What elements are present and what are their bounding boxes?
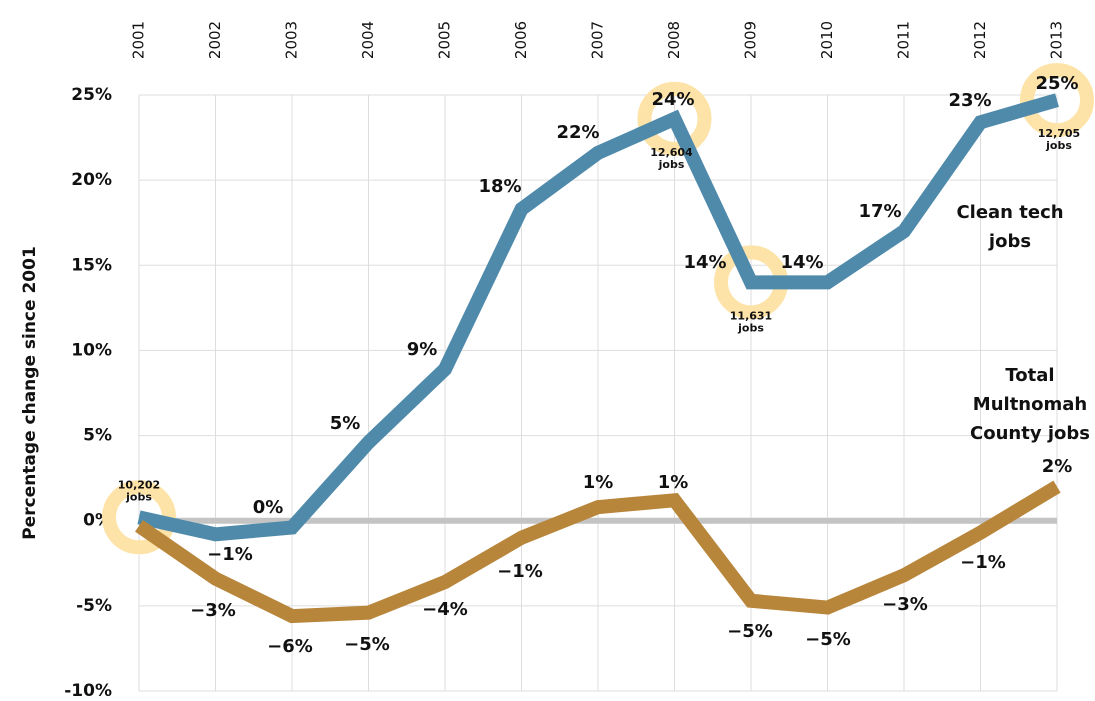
value-label: 18% — [478, 176, 521, 197]
value-label: −1% — [497, 561, 543, 582]
annotation: 10,202 — [118, 478, 160, 491]
value-label: −5% — [727, 621, 773, 642]
value-label: 23% — [948, 90, 991, 111]
highlight-circle — [1020, 63, 1094, 138]
value-label: 24% — [651, 89, 694, 110]
x-tick-label: 2008 — [665, 21, 683, 59]
value-label: −4% — [422, 599, 468, 620]
annotation: jobs — [1045, 139, 1072, 152]
annotation: 11,631 — [730, 309, 772, 322]
series-line — [137, 93, 1059, 542]
y-tick-label: 10% — [71, 340, 112, 360]
series-label: Clean tech — [956, 202, 1063, 223]
annotation: 12,705 — [1038, 127, 1080, 140]
value-label: 9% — [407, 339, 438, 360]
series-label: County jobs — [970, 423, 1090, 444]
series-label: jobs — [988, 231, 1031, 252]
value-label: 1% — [583, 472, 614, 493]
x-tick-label: 2013 — [1048, 21, 1066, 59]
value-label: 2% — [1042, 456, 1073, 477]
series-line — [135, 480, 1061, 624]
highlight-circle — [637, 81, 712, 156]
x-tick-label: 2009 — [742, 21, 760, 59]
value-label: −1% — [207, 544, 253, 565]
annotation: jobs — [658, 158, 685, 171]
annotation: jobs — [125, 490, 152, 503]
y-tick-label: 25% — [71, 85, 112, 105]
value-label: 14% — [683, 252, 726, 273]
y-tick-label: 20% — [71, 170, 112, 190]
x-tick-label: 2011 — [895, 21, 913, 59]
x-tick-label: 2007 — [589, 21, 607, 59]
x-tick-label: 2005 — [436, 21, 454, 59]
y-axis-label: Percentage change since 2001 — [20, 246, 40, 540]
x-tick-label: 2006 — [512, 21, 530, 59]
x-tick-label: 2004 — [359, 21, 377, 59]
value-label: 5% — [330, 413, 361, 434]
y-tick-label: -5% — [76, 596, 112, 616]
series-label: Multnomah — [973, 394, 1087, 415]
annotation: 12,604 — [650, 146, 693, 159]
value-label: 0% — [253, 497, 284, 518]
annotation: jobs — [737, 321, 764, 334]
x-tick-label: 2010 — [818, 21, 836, 59]
value-label: −3% — [882, 594, 928, 615]
value-label: 22% — [556, 122, 599, 143]
value-label: −5% — [344, 634, 390, 655]
x-tick-label: 2001 — [130, 21, 148, 59]
value-label: −1% — [960, 552, 1006, 573]
value-label: −6% — [267, 636, 313, 657]
x-tick-label: 2002 — [206, 21, 224, 59]
value-label: −5% — [805, 629, 851, 650]
y-tick-label: -10% — [64, 681, 112, 701]
value-label: 17% — [858, 201, 901, 222]
value-label: 25% — [1035, 73, 1078, 94]
x-tick-label: 2012 — [971, 21, 989, 59]
y-tick-label: 5% — [83, 426, 112, 446]
value-label: 1% — [658, 472, 689, 493]
y-tick-label: 15% — [71, 255, 112, 275]
value-label: −3% — [190, 600, 236, 621]
value-label: 14% — [780, 252, 823, 273]
series-label: Total — [1005, 365, 1054, 386]
x-tick-label: 2003 — [283, 21, 301, 59]
